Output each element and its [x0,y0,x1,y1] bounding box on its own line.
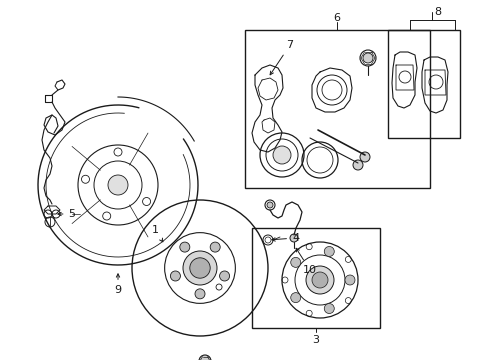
Circle shape [362,53,372,63]
Circle shape [108,175,128,195]
Text: 10: 10 [295,248,316,275]
Circle shape [324,303,334,314]
Text: 3: 3 [312,335,319,345]
Text: 6: 6 [333,13,340,23]
Circle shape [272,146,290,164]
Circle shape [183,251,217,285]
Circle shape [359,152,369,162]
Circle shape [352,160,362,170]
Text: 8: 8 [433,7,441,17]
Circle shape [289,234,297,242]
Circle shape [266,202,272,208]
Circle shape [210,242,220,252]
Circle shape [219,271,229,281]
Circle shape [189,258,210,278]
Circle shape [199,355,210,360]
Circle shape [290,293,300,303]
Circle shape [311,272,327,288]
Text: 5: 5 [58,209,75,219]
Text: 2: 2 [0,359,1,360]
Circle shape [324,247,334,256]
Circle shape [345,275,354,285]
Text: 7: 7 [269,40,293,75]
Circle shape [180,242,189,252]
Text: 9: 9 [114,274,122,295]
Circle shape [170,271,180,281]
Circle shape [195,289,204,299]
Circle shape [305,266,333,294]
Bar [251,228,379,328]
Text: 4: 4 [271,233,299,243]
Bar [244,30,429,188]
Text: 1: 1 [151,225,163,242]
Circle shape [290,257,300,267]
Bar [387,30,459,138]
